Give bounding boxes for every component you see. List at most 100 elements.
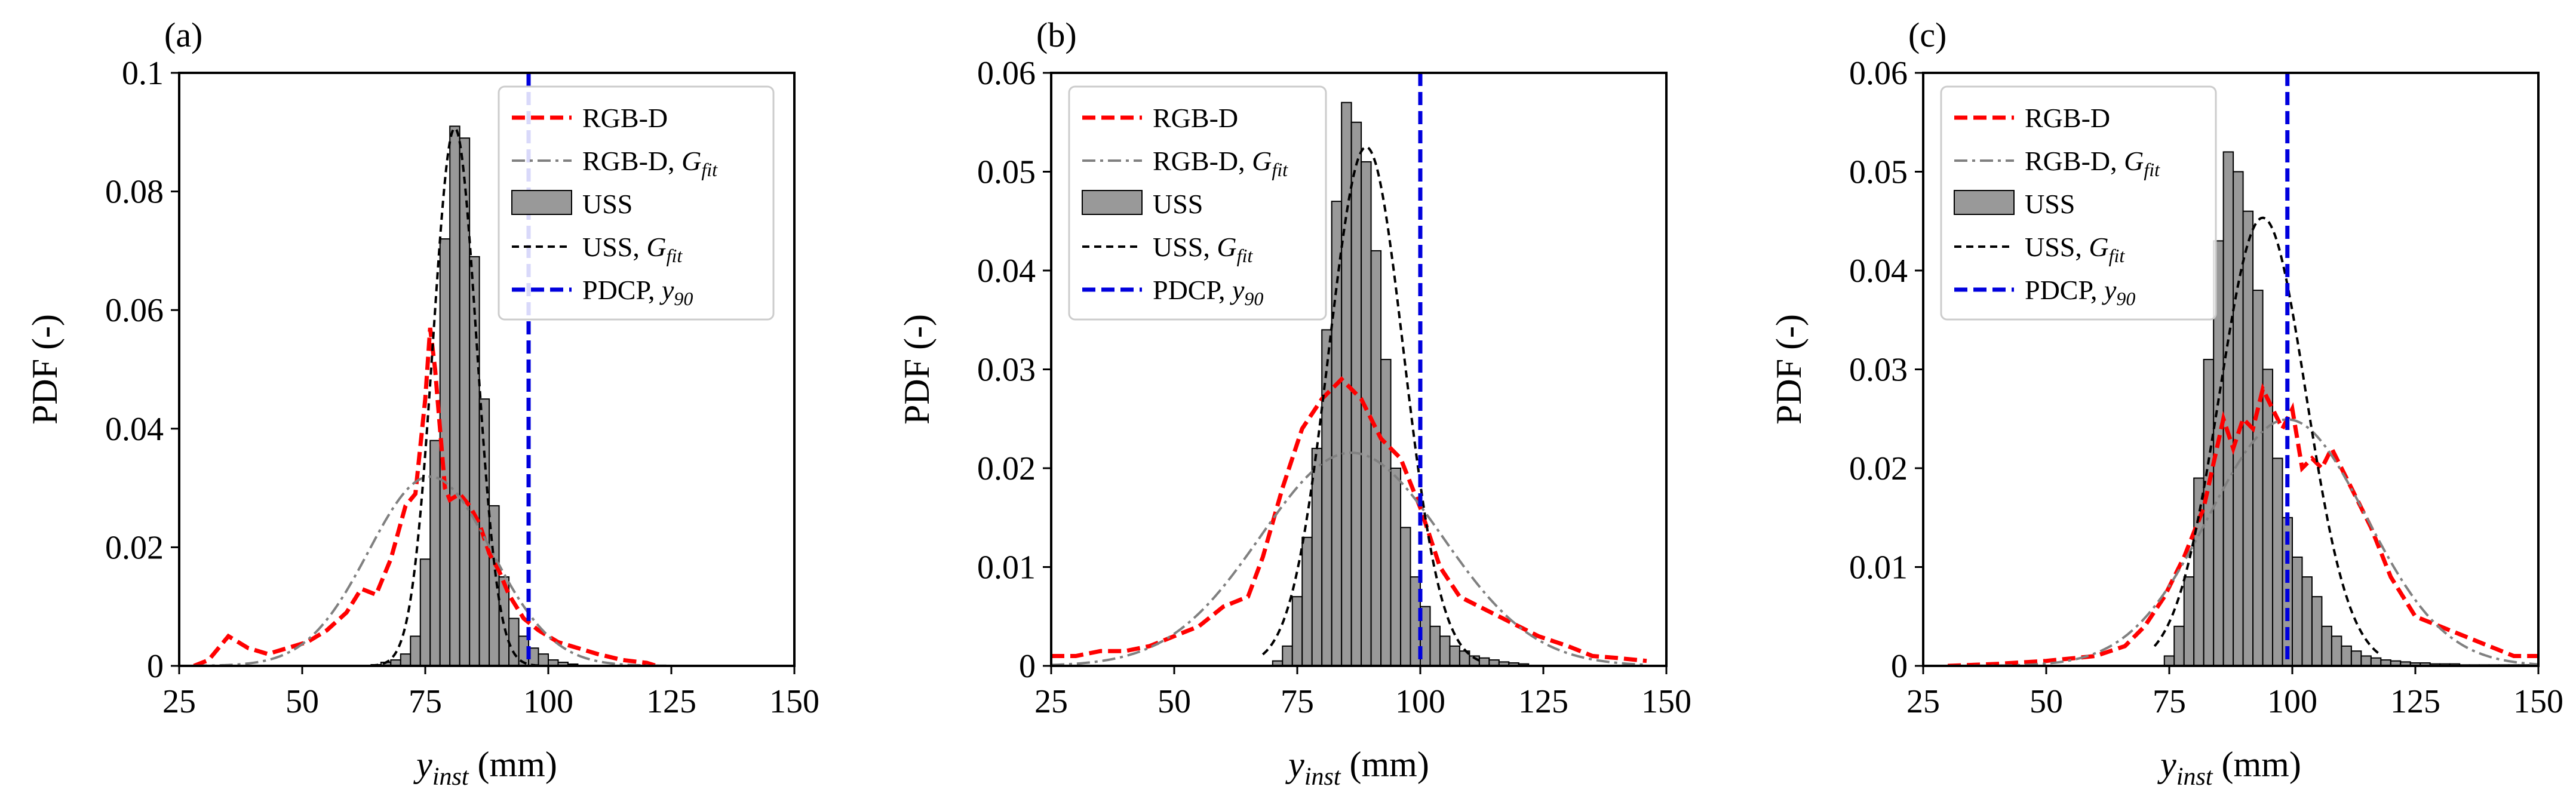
x-axis-label: yinst (mm)	[1285, 745, 1429, 791]
uss-histogram-bar	[2252, 290, 2264, 666]
uss-histogram-bar	[2183, 576, 2195, 666]
y-tick-label: 0.05	[977, 154, 1036, 191]
legend-label-sub: fit	[667, 245, 683, 266]
legend-label: USS, Gfit	[582, 232, 683, 266]
uss-histogram-bar	[419, 558, 431, 666]
legend-label-var: G	[1217, 232, 1236, 262]
uss-histogram-bar	[469, 256, 480, 666]
y-tick-label: 0.08	[105, 174, 164, 211]
legend-label: PDCP, y90	[582, 275, 693, 309]
y-tick-label: 0.1	[122, 55, 164, 92]
uss-histogram-bar	[2360, 655, 2372, 666]
uss-histogram-bar	[410, 635, 421, 666]
legend-uss-swatch	[511, 190, 572, 215]
y-tick-label: 0.04	[977, 253, 1036, 290]
x-tick-label: 150	[2513, 683, 2563, 720]
uss-histogram-bar	[2292, 556, 2303, 666]
y-tick-label: 0.03	[977, 352, 1036, 389]
legend-label-var: G	[2124, 146, 2144, 176]
uss-histogram-bar	[538, 653, 549, 666]
uss-histogram-bar	[2242, 210, 2254, 666]
y-tick-label: 0.01	[977, 549, 1036, 586]
legend-box	[498, 85, 775, 321]
uss-histogram-bar	[2203, 358, 2215, 666]
y-axis-label: PDF (-)	[1769, 314, 1809, 425]
legend-label: RGB-D, Gfit	[2025, 146, 2160, 180]
legend-box	[1068, 85, 1327, 321]
x-tick-label: 100	[2267, 683, 2317, 720]
legend-label: PDCP, y90	[2025, 275, 2135, 309]
panel-c: 25 50 75 100 125 150 0 0.01 0.02 0.03 0.04 0.05 0.06…	[1769, 16, 2563, 791]
x-tick-label: 100	[523, 683, 573, 720]
legend-label: RGB-D	[582, 103, 668, 133]
x-tick-label: 75	[1281, 683, 1314, 720]
legend-label: USS	[2025, 189, 2075, 219]
x-tick-label: 25	[1034, 683, 1068, 720]
legend-box	[1940, 85, 2217, 321]
x-axis-label: yinst (mm)	[413, 745, 557, 791]
x-tick-label: 150	[1641, 683, 1691, 720]
uss-histogram-bar	[1390, 468, 1402, 666]
y-axis-label: PDF (-)	[897, 314, 937, 425]
uss-histogram-bar	[1341, 102, 1352, 666]
x-axis-label-unit: (mm)	[1341, 745, 1429, 784]
y-tick-label: 0.04	[105, 411, 164, 448]
uss-histogram-bar	[2341, 645, 2352, 666]
y-tick-label: 0.01	[1849, 549, 1908, 586]
rgbd-gfit-line	[194, 475, 672, 666]
uss-gfit-line	[1261, 146, 1480, 662]
legend-label-sub: 90	[1244, 288, 1263, 309]
uss-histogram-bar	[1291, 596, 1303, 666]
legend-label-main: RGB-D,	[582, 146, 681, 176]
y-tick-label: 0.06	[105, 292, 164, 329]
uss-gfit-line	[371, 127, 539, 666]
uss-histogram-bar	[1321, 329, 1332, 666]
uss-histogram-bar	[1370, 250, 1382, 666]
uss-histogram-bar	[1429, 625, 1441, 666]
rgbd-line	[1948, 383, 2538, 666]
uss-histogram-bar	[2233, 171, 2244, 666]
legend-label-var: G	[1252, 146, 1272, 176]
y-tick-label: 0	[147, 648, 164, 685]
legend-label-main: PDCP,	[1153, 275, 1232, 305]
x-tick-label: 75	[409, 683, 442, 720]
y-axis-label: PDF (-)	[25, 314, 65, 425]
legend-label: PDCP, y90	[1153, 275, 1263, 309]
legend-label-main: PDCP,	[582, 275, 662, 305]
x-tick-label: 50	[285, 683, 319, 720]
x-tick-label: 125	[2390, 683, 2440, 720]
legend-uss-swatch	[1082, 190, 1143, 215]
y-tick-label: 0.02	[977, 450, 1036, 487]
y-tick-label: 0.06	[977, 55, 1036, 92]
uss-histogram-bar	[2350, 650, 2362, 666]
legend-label-var: y	[2102, 275, 2117, 305]
legend-label-main: PDCP,	[2025, 275, 2104, 305]
uss-histogram-bar	[2301, 576, 2313, 666]
x-tick-label: 75	[2153, 683, 2186, 720]
x-tick-label: 100	[1395, 683, 1445, 720]
y-tick-label: 0.03	[1849, 352, 1908, 389]
uss-histogram-bar	[449, 125, 460, 666]
legend-label: RGB-D	[1153, 103, 1238, 133]
legend-label: USS	[1153, 189, 1203, 219]
legend-label-main: USS	[1153, 189, 1203, 219]
y-tick-label: 0.02	[105, 529, 164, 566]
legend-label-main: USS	[2025, 189, 2075, 219]
legend-label: RGB-D, Gfit	[582, 146, 718, 180]
legend-label-var: G	[646, 232, 666, 262]
x-tick-label: 50	[2030, 683, 2063, 720]
x-axis-label-var: y	[2157, 745, 2176, 784]
x-axis-label-var: y	[1285, 745, 1304, 784]
legend-label: RGB-D	[2025, 103, 2110, 133]
legend-label-var: y	[1230, 275, 1245, 305]
uss-histogram-bar	[1400, 527, 1411, 666]
panel-label: (c)	[1908, 16, 1946, 54]
axes-frame	[178, 72, 796, 667]
legend-label: USS, Gfit	[1153, 232, 1253, 266]
x-tick-label: 150	[769, 683, 819, 720]
uss-histogram-bar	[2222, 151, 2234, 666]
uss-histogram-bar	[1380, 358, 1392, 666]
y-tick-label: 0	[1891, 648, 1908, 685]
uss-histogram-bar	[508, 617, 520, 666]
rgbd-gfit-line	[1948, 418, 2538, 666]
